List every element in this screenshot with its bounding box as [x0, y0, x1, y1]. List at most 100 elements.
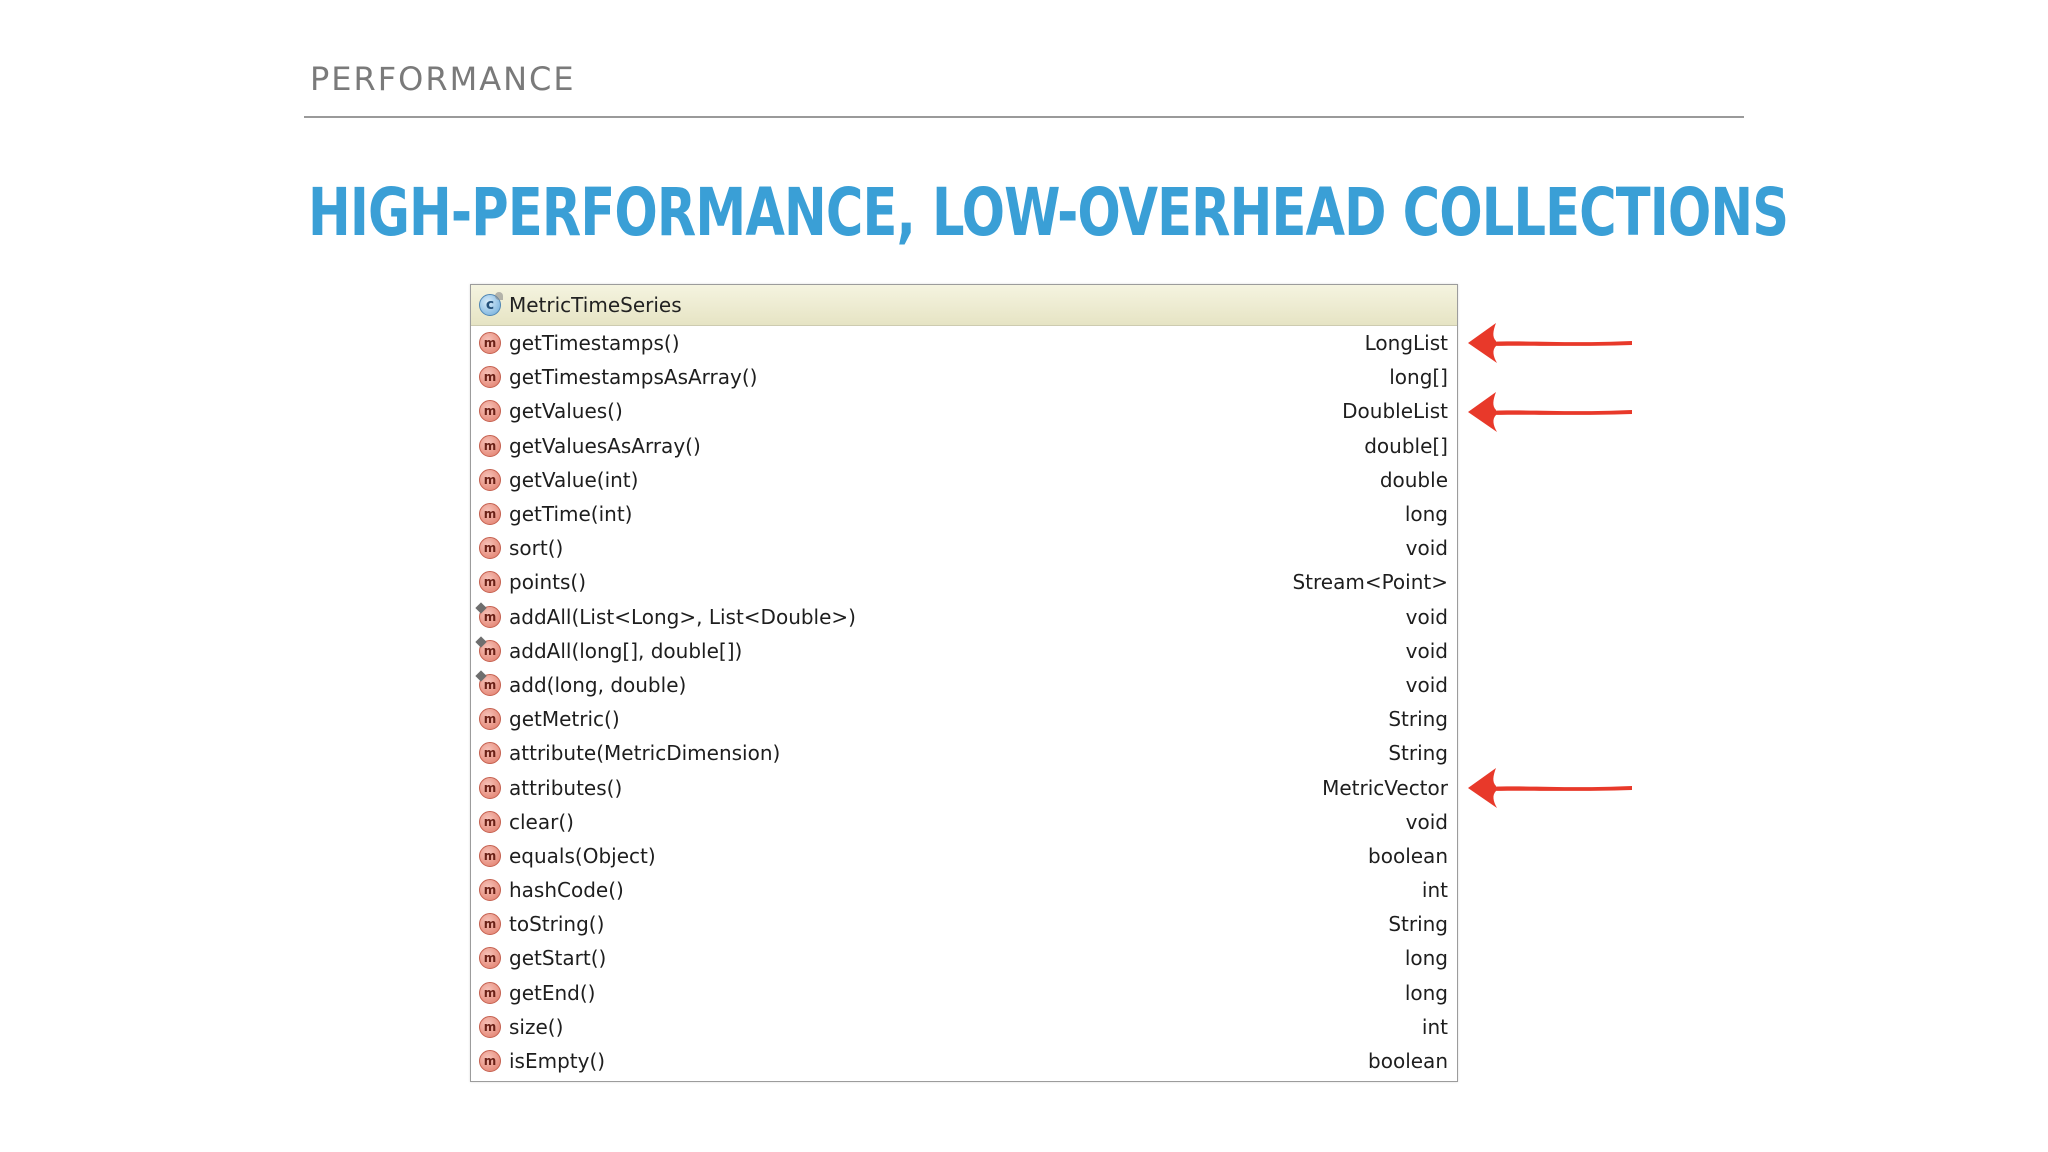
- method-icon: m: [479, 332, 501, 355]
- return-type: DoubleList: [1342, 399, 1448, 424]
- return-type: void: [1405, 638, 1448, 663]
- method-signature: getTimestampsAsArray(): [509, 365, 758, 390]
- return-type: void: [1405, 672, 1448, 697]
- method-row[interactable]: m hashCode() int: [471, 873, 1457, 907]
- method-icon: m: [479, 537, 501, 560]
- method-row[interactable]: m addAll(List<Long>, List<Double>) void: [471, 600, 1457, 634]
- return-type: double[]: [1364, 433, 1448, 458]
- method-icon: m: [479, 810, 501, 833]
- red-arrow-icon: [1468, 391, 1632, 432]
- method-row[interactable]: m toString() String: [471, 907, 1457, 941]
- method-row[interactable]: m equals(Object) boolean: [471, 839, 1457, 873]
- method-signature: toString(): [509, 912, 605, 937]
- return-type: void: [1405, 809, 1448, 834]
- method-signature: getEnd(): [509, 980, 596, 1005]
- method-signature: points(): [509, 570, 587, 595]
- red-arrow-icon: [1468, 323, 1632, 364]
- method-signature: getValuesAsArray(): [509, 433, 701, 458]
- method-row[interactable]: m attributes() MetricVector: [471, 770, 1457, 804]
- method-row[interactable]: m getMetric() String: [471, 702, 1457, 736]
- return-type: boolean: [1368, 1049, 1448, 1074]
- method-signature: clear(): [509, 809, 574, 834]
- code-completion-popup[interactable]: c MetricTimeSeries m getTimestamps() LongL…: [470, 284, 1458, 1082]
- return-type: int: [1421, 1014, 1448, 1039]
- class-name: MetricTimeSeries: [509, 293, 682, 317]
- popup-header: c MetricTimeSeries: [471, 285, 1457, 326]
- return-type: Stream<Point>: [1292, 570, 1448, 595]
- method-signature: equals(Object): [509, 843, 656, 868]
- method-icon: m: [479, 742, 501, 765]
- method-icon: m: [479, 673, 501, 696]
- return-type: LongList: [1364, 331, 1448, 356]
- method-icon: m: [479, 844, 501, 867]
- method-row[interactable]: m getValue(int) double: [471, 463, 1457, 497]
- method-signature: hashCode(): [509, 878, 624, 903]
- method-icon: m: [479, 639, 501, 662]
- method-signature: add(long, double): [509, 672, 687, 697]
- class-icon: c: [479, 292, 503, 316]
- method-signature: getTimestamps(): [509, 331, 680, 356]
- method-icon: m: [479, 981, 501, 1004]
- return-type: String: [1388, 912, 1448, 937]
- method-icon: m: [479, 503, 501, 526]
- method-signature: addAll(List<Long>, List<Double>): [509, 604, 856, 629]
- return-type: void: [1405, 604, 1448, 629]
- return-type: MetricVector: [1322, 775, 1448, 800]
- method-icon: m: [479, 468, 501, 491]
- red-arrow-icon: [1468, 767, 1632, 808]
- method-row[interactable]: m sort() void: [471, 531, 1457, 565]
- return-type: void: [1405, 536, 1448, 561]
- method-icon: m: [479, 1050, 501, 1073]
- return-type: boolean: [1368, 843, 1448, 868]
- method-icon: m: [479, 366, 501, 389]
- method-signature: getValues(): [509, 399, 623, 424]
- method-row[interactable]: m getValuesAsArray() double[]: [471, 429, 1457, 463]
- method-signature: isEmpty(): [509, 1049, 606, 1074]
- method-icon: m: [479, 947, 501, 970]
- return-type: String: [1388, 741, 1448, 766]
- method-icon: m: [479, 879, 501, 902]
- method-row[interactable]: m getTime(int) long: [471, 497, 1457, 531]
- section-label: PERFORMANCE: [310, 60, 576, 98]
- method-list: m getTimestamps() LongList m getTimestampsAs…: [471, 326, 1457, 1078]
- return-type: long[]: [1389, 365, 1448, 390]
- method-signature: getValue(int): [509, 467, 639, 492]
- method-row[interactable]: m getTimestamps() LongList: [471, 326, 1457, 360]
- method-signature: attributes(): [509, 775, 623, 800]
- method-signature: getStart(): [509, 946, 607, 971]
- method-icon: m: [479, 708, 501, 731]
- return-type: int: [1421, 878, 1448, 903]
- method-icon: m: [479, 434, 501, 457]
- method-row[interactable]: m clear() void: [471, 805, 1457, 839]
- method-icon: m: [479, 571, 501, 594]
- return-type: long: [1404, 946, 1448, 971]
- method-row[interactable]: m getValues() DoubleList: [471, 394, 1457, 428]
- method-row[interactable]: m addAll(long[], double[]) void: [471, 634, 1457, 668]
- method-row[interactable]: m size() int: [471, 1010, 1457, 1044]
- slide-title: HIGH-PERFORMANCE, LOW-OVERHEAD COLLECTIO…: [308, 174, 1789, 251]
- method-row[interactable]: m attribute(MetricDimension) String: [471, 736, 1457, 770]
- return-type: long: [1404, 980, 1448, 1005]
- return-type: String: [1388, 707, 1448, 732]
- method-signature: attribute(MetricDimension): [509, 741, 781, 766]
- method-signature: size(): [509, 1014, 564, 1039]
- method-icon: m: [479, 913, 501, 936]
- header-divider: [304, 116, 1744, 118]
- method-row[interactable]: m add(long, double) void: [471, 668, 1457, 702]
- method-row[interactable]: m getTimestampsAsArray() long[]: [471, 360, 1457, 394]
- method-row[interactable]: m getEnd() long: [471, 976, 1457, 1010]
- method-icon: m: [479, 605, 501, 628]
- method-row[interactable]: m points() Stream<Point>: [471, 565, 1457, 599]
- return-type: double: [1379, 467, 1448, 492]
- method-icon: m: [479, 1015, 501, 1038]
- method-signature: addAll(long[], double[]): [509, 638, 743, 663]
- method-row[interactable]: m isEmpty() boolean: [471, 1044, 1457, 1078]
- method-icon: m: [479, 776, 501, 799]
- method-signature: getMetric(): [509, 707, 620, 732]
- return-type: long: [1404, 502, 1448, 527]
- method-row[interactable]: m getStart() long: [471, 941, 1457, 975]
- method-signature: getTime(int): [509, 502, 633, 527]
- method-signature: sort(): [509, 536, 564, 561]
- method-icon: m: [479, 400, 501, 423]
